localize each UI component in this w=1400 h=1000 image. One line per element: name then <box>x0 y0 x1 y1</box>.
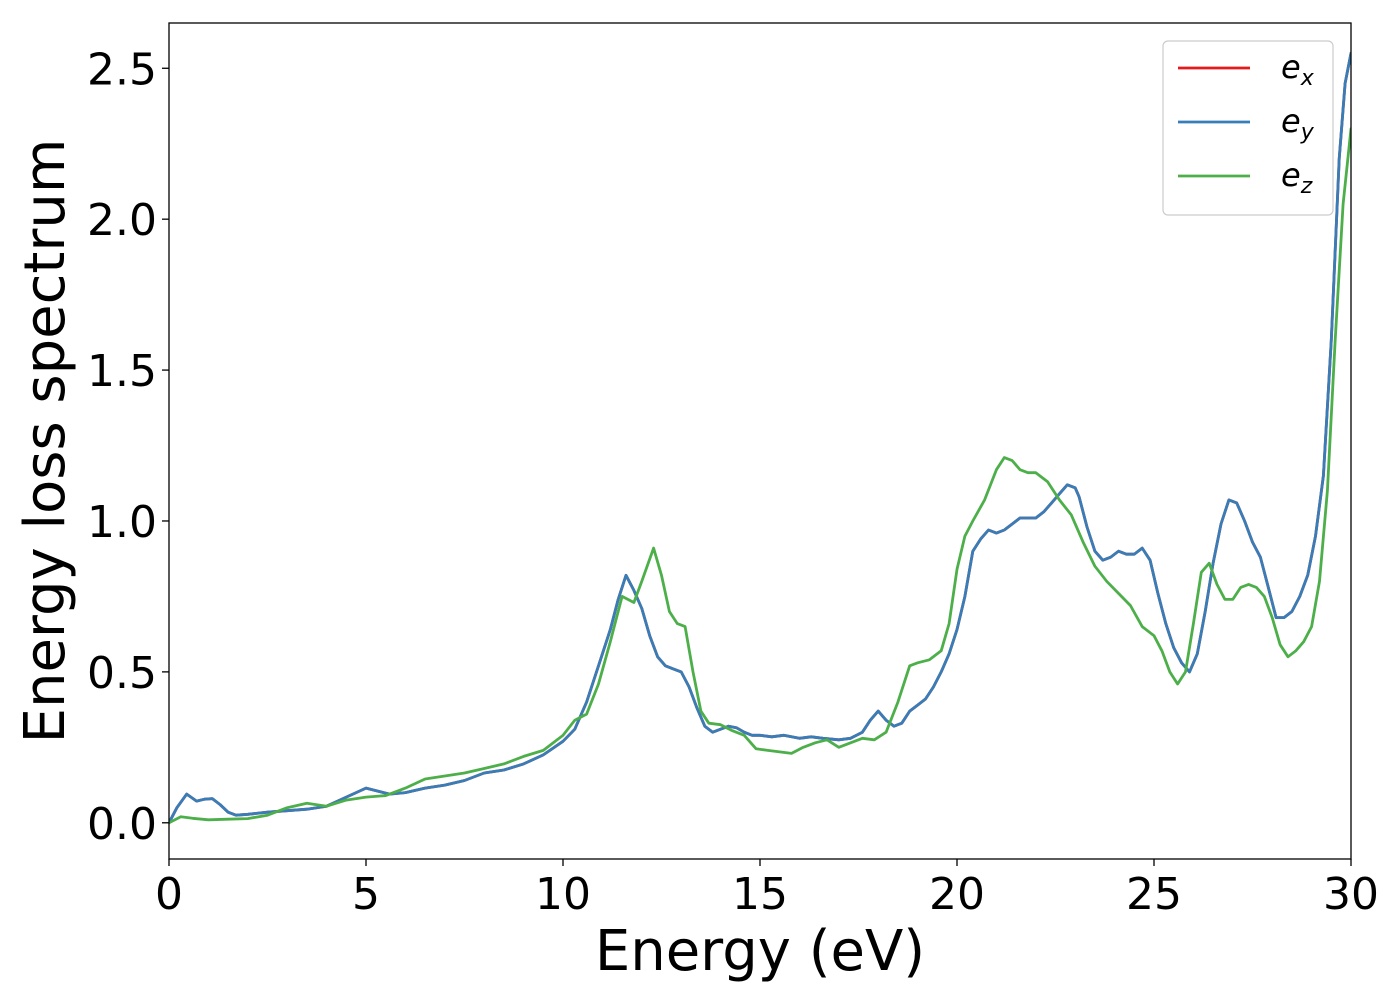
x-axis-title: Energy (eV) <box>595 919 925 984</box>
series-line-y <box>169 51 1351 825</box>
x-tick-label: 10 <box>535 869 591 920</box>
x-tick-label: 25 <box>1126 869 1182 920</box>
legend-frame <box>1162 40 1334 216</box>
y-tick-label: 2.5 <box>87 44 157 95</box>
x-tick-label: 15 <box>732 869 788 920</box>
series-line-z <box>169 127 1351 825</box>
y-tick-label: 2.0 <box>87 195 157 246</box>
y-tick-label: 0.0 <box>87 799 157 850</box>
series-layer <box>169 51 1351 825</box>
x-tick-label: 30 <box>1323 869 1379 920</box>
x-tick-label: 0 <box>155 869 183 920</box>
x-tick-label: 20 <box>929 869 985 920</box>
y-tick-label: 1.0 <box>87 497 157 548</box>
y-tick-label: 0.5 <box>87 648 157 699</box>
y-axis-title: Energy loss spectrum <box>13 139 78 744</box>
y-tick-label: 1.5 <box>87 346 157 397</box>
y-axis: 0.0 0.5 1.0 1.5 2.0 2.5 <box>87 44 169 850</box>
x-tick-label: 5 <box>352 869 380 920</box>
x-axis: 0 5 10 15 20 25 30 <box>155 859 1379 920</box>
